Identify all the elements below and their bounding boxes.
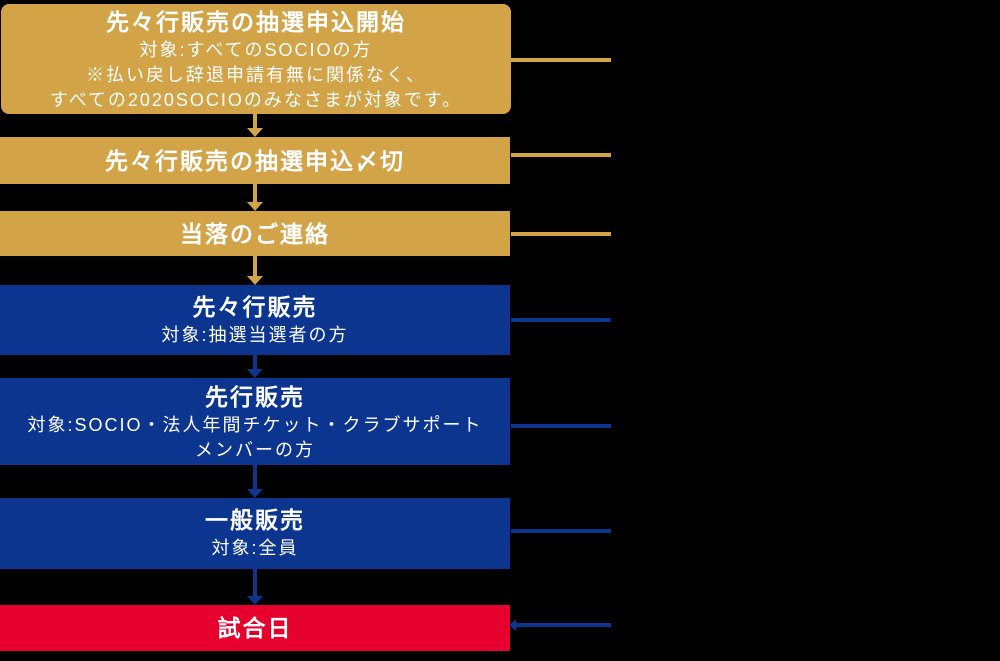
step-title: 先行販売	[205, 384, 305, 410]
flow-step-pre-pre-sale-lottery-open: 先々行販売の抽選申込開始 対象:すべてのSOCIOの方 ※払い戻し辞退申請有無に…	[1, 4, 511, 114]
flow-step-general-sale: 一般販売 対象:全員	[0, 498, 510, 569]
step-detail-line: 対象:すべてのSOCIOの方	[139, 40, 373, 60]
timeline-tick-line	[511, 153, 611, 157]
step-title: 先々行販売の抽選申込開始	[106, 9, 406, 35]
step-title: 試合日	[217, 615, 293, 641]
timeline-tick-line	[511, 529, 611, 533]
step-title: 先々行販売の抽選申込〆切	[105, 147, 405, 174]
step-detail-line: 対象:抽選当選者の方	[161, 325, 349, 345]
timeline-tick-line	[511, 58, 611, 62]
flow-step-pre-pre-sale: 先々行販売 対象:抽選当選者の方	[0, 285, 510, 355]
timeline-tick-line-with-left-arrow-icon	[509, 619, 611, 631]
step-title: 当落のご連絡	[180, 220, 330, 247]
flow-step-lottery-result-notification: 当落のご連絡	[0, 211, 510, 256]
down-arrow-icon	[247, 355, 263, 378]
down-arrow-icon	[247, 569, 263, 605]
step-title: 一般販売	[205, 507, 305, 533]
down-arrow-icon	[247, 255, 263, 285]
flow-step-pre-pre-sale-lottery-deadline: 先々行販売の抽選申込〆切	[0, 137, 510, 184]
down-arrow-icon	[247, 114, 263, 137]
timeline-tick-line	[511, 232, 611, 236]
step-detail-line: ※払い戻し辞退申請有無に関係なく、	[86, 65, 426, 85]
down-arrow-icon	[247, 465, 263, 498]
flow-step-pre-sale: 先行販売 対象:SOCIO・法人年間チケット・クラブサポート メンバーの方	[0, 378, 510, 465]
step-detail-line: すべての2020SOCIOのみなさまが対象です。	[49, 90, 463, 110]
timeline-tick-line	[511, 318, 611, 322]
timeline-tick-line	[511, 424, 611, 428]
left-arrow-icon	[509, 619, 516, 631]
step-detail-line: 対象:全員	[211, 538, 299, 558]
step-detail-line: メンバーの方	[195, 440, 315, 460]
flow-step-match-day: 試合日	[0, 605, 510, 651]
step-detail-line: 対象:SOCIO・法人年間チケット・クラブサポート	[27, 415, 483, 435]
step-title: 先々行販売	[192, 294, 318, 320]
down-arrow-icon	[247, 184, 263, 211]
